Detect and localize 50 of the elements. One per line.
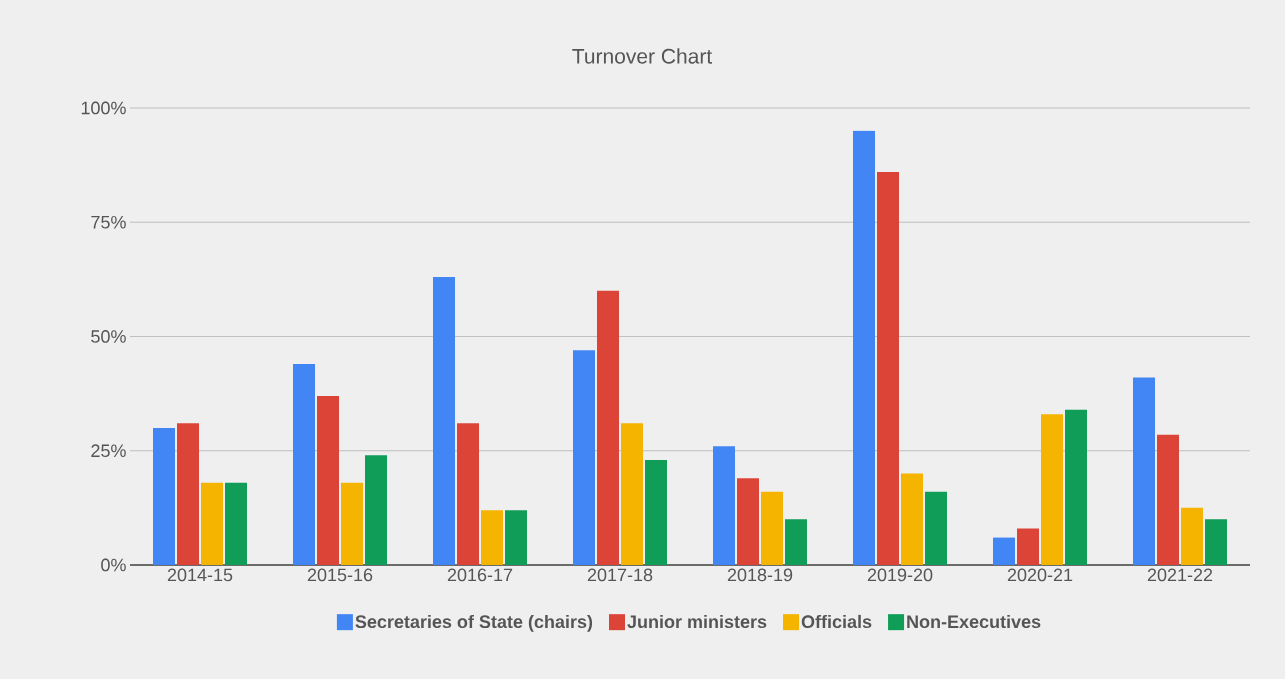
bar [225, 482, 248, 565]
bar [1205, 519, 1227, 565]
bar [853, 130, 875, 565]
bar [573, 350, 595, 565]
y-tick-label: 100% [81, 101, 126, 115]
bar [621, 423, 643, 565]
bar [1157, 434, 1179, 565]
bar [341, 482, 364, 565]
bar [153, 427, 176, 565]
bar [365, 455, 388, 565]
bar [177, 423, 200, 565]
legend-label: Officials [801, 614, 872, 629]
y-tick-label: 25% [91, 444, 126, 458]
bar [925, 491, 947, 565]
bar [293, 363, 316, 565]
bar [901, 473, 923, 565]
x-tick-label: 2016-17 [447, 568, 513, 582]
bar [1017, 528, 1039, 565]
bar [785, 519, 807, 565]
bar [201, 482, 224, 565]
bar [597, 290, 619, 565]
bar [1065, 409, 1087, 565]
bar [645, 459, 667, 565]
bar [1041, 414, 1063, 565]
bar [481, 510, 504, 565]
bar [457, 423, 480, 565]
x-tick-label: 2018-19 [727, 568, 793, 582]
bar [1133, 377, 1155, 565]
y-tick-label: 0% [101, 558, 126, 572]
legend-label: Secretaries of State (chairs) [355, 614, 593, 632]
x-tick-label: 2014-15 [167, 568, 233, 582]
bar [1181, 507, 1203, 565]
bar [993, 537, 1015, 565]
x-tick-label: 2020-21 [1007, 568, 1073, 582]
bar [761, 491, 783, 565]
bar [505, 510, 528, 565]
bar [737, 478, 760, 565]
x-tick-label: 2015-16 [307, 568, 373, 582]
bar [433, 277, 456, 565]
x-tick-label: 2017-18 [587, 568, 653, 582]
bar [317, 395, 340, 565]
y-tick-label: 75% [91, 215, 126, 229]
bar [713, 446, 735, 565]
y-tick-label: 50% [91, 330, 126, 343]
legend-label: Junior ministers [627, 614, 767, 629]
chart-title: Turnover Chart [572, 48, 713, 64]
x-tick-label: 2021-22 [1147, 568, 1213, 582]
legend-label: Non-Executives [907, 614, 1041, 629]
bar [877, 171, 899, 565]
x-tick-label: 2019-20 [867, 568, 933, 582]
